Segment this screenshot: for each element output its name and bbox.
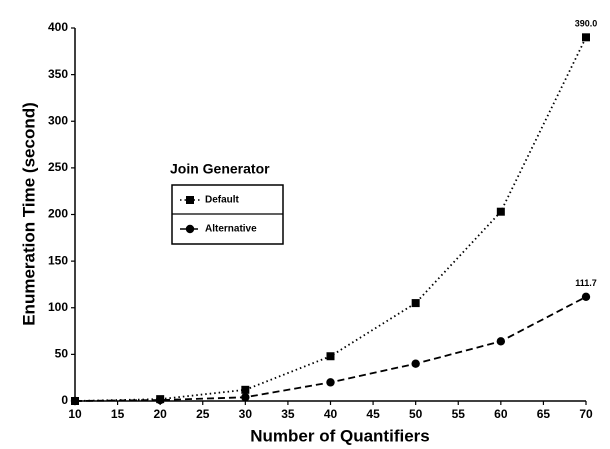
x-axis-label: Number of Quantifiers — [250, 426, 429, 445]
legend-marker — [185, 224, 195, 234]
data-point — [70, 396, 80, 406]
x-tick-label: 50 — [409, 407, 423, 421]
y-axis-label: Enumeration Time (second) — [19, 102, 38, 326]
x-tick-label: 60 — [494, 407, 508, 421]
x-tick-label: 45 — [366, 407, 380, 421]
x-tick-label: 65 — [537, 407, 551, 421]
y-tick-label: 100 — [48, 300, 68, 314]
data-point — [241, 385, 250, 394]
y-tick-label: 0 — [61, 393, 68, 407]
x-tick-label: 15 — [111, 407, 125, 421]
legend-label: Default — [205, 195, 240, 206]
data-point — [155, 395, 165, 405]
data-point — [326, 352, 335, 361]
legend-marker — [186, 196, 194, 204]
x-tick-label: 40 — [324, 407, 338, 421]
x-tick-label: 25 — [196, 407, 210, 421]
data-point — [326, 378, 335, 387]
data-point — [582, 33, 590, 42]
y-tick-label: 150 — [48, 253, 68, 267]
x-tick-label: 55 — [452, 407, 466, 421]
y-tick-label: 50 — [55, 347, 69, 361]
data-point — [411, 299, 420, 308]
data-point — [241, 393, 250, 402]
x-tick-label: 20 — [153, 407, 167, 421]
x-tick-label: 35 — [281, 407, 295, 421]
x-tick-label: 30 — [239, 407, 253, 421]
value-label: 390.0 — [575, 19, 598, 29]
x-tick-label: 70 — [579, 407, 593, 421]
data-point — [496, 337, 506, 346]
y-tick-label: 400 — [48, 20, 68, 34]
value-label: 111.7 — [575, 278, 597, 288]
y-tick-label: 350 — [48, 67, 68, 81]
series-line — [74, 36, 587, 402]
legend-label: Alternative — [205, 224, 257, 235]
data-point — [496, 207, 505, 216]
data-point — [411, 359, 420, 368]
data-point — [581, 292, 591, 302]
y-tick-label: 300 — [48, 113, 68, 127]
legend-title: Join Generator — [170, 161, 270, 177]
x-tick-label: 10 — [68, 407, 82, 421]
y-tick-label: 250 — [48, 160, 68, 174]
y-tick-label: 200 — [48, 207, 68, 221]
